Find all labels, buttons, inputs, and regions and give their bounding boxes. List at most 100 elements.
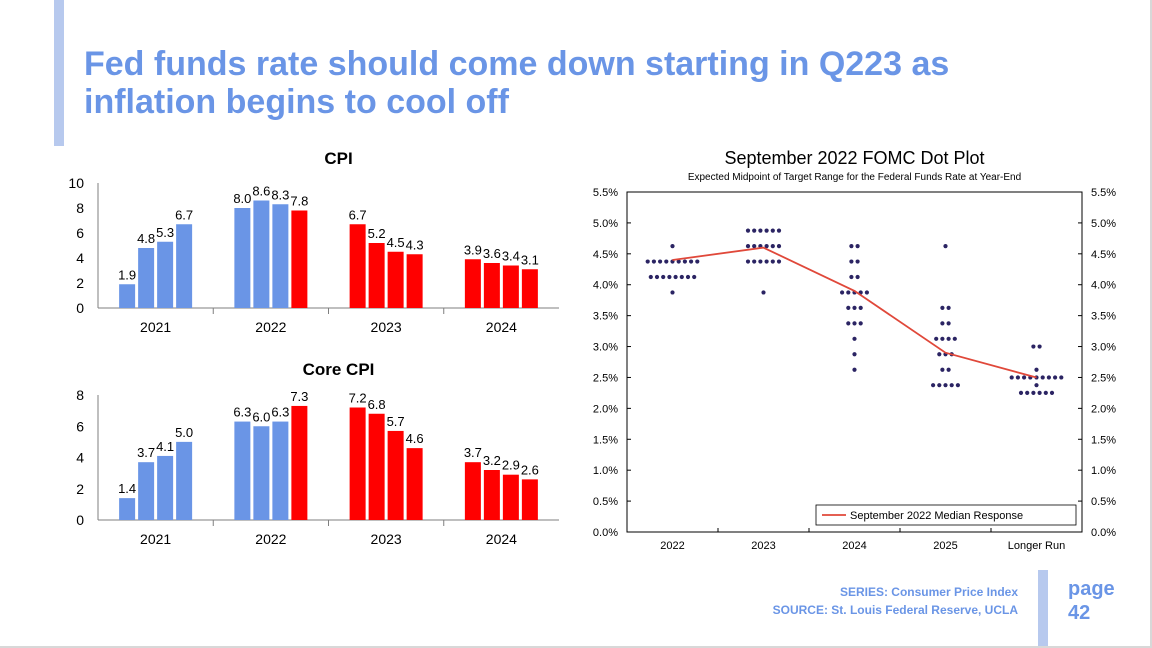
data-label: 3.7 xyxy=(137,445,155,460)
fomc-dot xyxy=(685,274,691,280)
fomc-dot xyxy=(776,243,782,249)
slide-title-line-2: inflation begins to cool off xyxy=(84,83,509,121)
bar xyxy=(157,455,174,520)
median-line xyxy=(672,246,1037,379)
fomc-dot xyxy=(1037,344,1042,349)
fomc-dot xyxy=(770,259,775,264)
fomc-dot xyxy=(1031,390,1036,396)
y-tick-label-right: 2.5% xyxy=(1091,372,1116,384)
y-tick-label-right: 1.5% xyxy=(1091,434,1116,446)
bar xyxy=(368,243,385,308)
data-label: 4.3 xyxy=(406,237,424,252)
fomc-dot xyxy=(1037,390,1042,396)
data-label: 6.8 xyxy=(368,397,386,412)
fomc-dot xyxy=(764,243,769,249)
fomc-dot xyxy=(946,321,951,326)
fomc-dot xyxy=(745,259,751,264)
legend-box xyxy=(815,504,1077,526)
bar xyxy=(253,200,270,308)
source-note: SOURCE: St. Louis Federal Reserve, UCLA xyxy=(772,603,1018,617)
x-category-label: 2021 xyxy=(140,531,171,547)
fomc-dot xyxy=(1022,375,1027,380)
bar xyxy=(119,284,136,308)
fomc-dot xyxy=(937,352,942,357)
fomc-dot xyxy=(1031,344,1036,349)
data-label: 4.6 xyxy=(406,431,424,446)
fomc-dot xyxy=(943,383,948,388)
fomc-dot xyxy=(745,228,751,233)
y-tick-label-left: 2.5% xyxy=(593,372,618,384)
bar xyxy=(464,462,481,520)
bar xyxy=(272,421,289,520)
fomc-dot xyxy=(667,274,672,280)
fomc-dot xyxy=(852,367,857,372)
bar xyxy=(483,470,500,520)
fomc-dot xyxy=(651,259,656,264)
fomc-dot xyxy=(943,243,948,249)
bar xyxy=(272,204,289,308)
fomc-dot xyxy=(849,243,854,249)
data-label: 3.2 xyxy=(483,453,501,468)
data-label: 6.3 xyxy=(271,405,289,420)
x-category-label: 2022 xyxy=(660,540,684,552)
fomc-dot xyxy=(946,367,951,372)
fomc-dot xyxy=(764,259,769,264)
x-category-label: 2022 xyxy=(255,319,286,335)
data-label: 4.1 xyxy=(156,439,174,454)
y-tick-label: 6 xyxy=(76,418,84,434)
data-label: 2.9 xyxy=(502,458,520,473)
fomc-dot xyxy=(852,305,857,311)
slide-border-bottom xyxy=(0,646,1152,648)
y-tick-label-left: 4.5% xyxy=(593,249,618,261)
page-indicator: page 42 xyxy=(1068,577,1115,625)
fomc-dot xyxy=(679,274,684,280)
fomc-dot xyxy=(940,367,945,372)
y-tick-label-right: 3.5% xyxy=(1091,311,1116,323)
y-tick-label: 0 xyxy=(76,300,84,316)
x-category-label: Longer Run xyxy=(1008,540,1066,552)
y-tick-label-left: 1.5% xyxy=(593,434,618,446)
y-tick-label-left: 5.5% xyxy=(593,187,618,199)
fomc-dot xyxy=(776,259,782,264)
fomc-dot xyxy=(1049,390,1055,396)
slide-title: Fed funds rate should come down starting… xyxy=(84,45,1044,121)
y-tick-label-right: 0.0% xyxy=(1091,527,1116,539)
fomc-dot xyxy=(1043,390,1048,396)
fomc-dot xyxy=(1034,367,1039,372)
bar xyxy=(464,259,481,308)
footer-accent-bar xyxy=(1038,570,1048,646)
bar xyxy=(521,269,538,308)
y-tick-label-right: 1.0% xyxy=(1091,465,1116,477)
data-label: 3.1 xyxy=(521,252,539,267)
bar xyxy=(349,224,366,308)
slide-border-right xyxy=(1150,0,1152,648)
fomc-dot xyxy=(946,336,951,341)
fomc-dot xyxy=(1059,375,1064,380)
data-label: 5.2 xyxy=(368,226,386,241)
x-category-label: 2024 xyxy=(486,319,517,335)
data-label: 7.3 xyxy=(290,389,308,404)
data-label: 8.3 xyxy=(271,187,289,202)
fomc-dot xyxy=(934,336,939,341)
slide-title-line-1: Fed funds rate should come down starting… xyxy=(84,45,950,83)
bar xyxy=(138,248,155,308)
fomc-dot xyxy=(770,228,775,233)
data-label: 3.4 xyxy=(502,249,520,264)
data-label: 8.0 xyxy=(233,191,251,206)
y-tick-label-right: 5.5% xyxy=(1091,187,1116,199)
y-tick-label: 8 xyxy=(76,200,84,216)
x-category-label: 2024 xyxy=(486,531,517,547)
fomc-dot xyxy=(846,290,851,295)
chart-subtitle: Expected Midpoint of Target Range for th… xyxy=(688,172,1021,183)
y-tick-label-left: 4.0% xyxy=(593,280,618,292)
x-category-label: 2023 xyxy=(371,531,402,547)
page-label: page xyxy=(1068,578,1115,600)
fomc-dot xyxy=(1018,390,1024,396)
y-tick-label: 6 xyxy=(76,225,84,241)
fomc-dot xyxy=(752,243,757,249)
fomc-dot xyxy=(840,290,845,295)
x-category-label: 2022 xyxy=(255,531,286,547)
x-category-label: 2021 xyxy=(140,319,171,335)
fomc-dot xyxy=(682,259,687,264)
